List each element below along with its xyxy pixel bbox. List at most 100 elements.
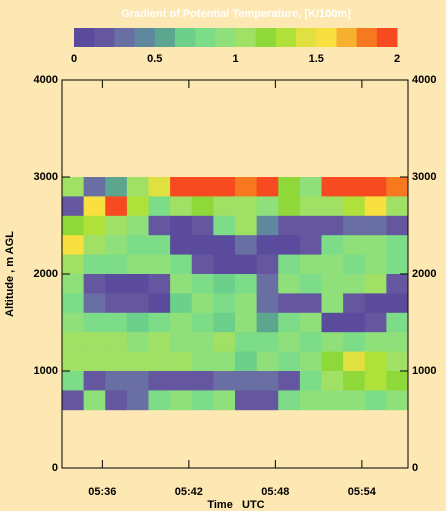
heatmap-cell [213, 235, 236, 255]
heatmap-cell [256, 215, 279, 236]
heatmap-cell [364, 274, 387, 294]
heatmap-cell [105, 332, 128, 352]
heatmap-cell [213, 293, 236, 314]
colorbar-swatch [215, 28, 236, 47]
heatmap-cell [256, 254, 279, 275]
heatmap-cell [386, 196, 409, 217]
heatmap-cell [235, 371, 258, 391]
y-tick-label: 1000 [34, 365, 58, 377]
heatmap-cell [170, 254, 193, 275]
heatmap-cell [299, 390, 322, 411]
heatmap-cell [83, 215, 106, 236]
heatmap-cell [170, 293, 193, 314]
x-tick-label: 05:36 [88, 486, 116, 498]
heatmap-cell [299, 332, 322, 352]
colorbar-swatch [74, 28, 95, 47]
colorbar-swatch [376, 28, 398, 47]
heatmap-cell [321, 196, 344, 217]
heatmap-cell [278, 332, 301, 352]
heatmap-cell [213, 371, 236, 391]
heatmap-cell [148, 196, 171, 217]
heatmap-cell [62, 371, 85, 391]
heatmap-cell [105, 215, 128, 236]
heatmap-cell [83, 235, 106, 255]
heatmap-cell [148, 293, 171, 314]
heatmap-cell [364, 332, 387, 352]
colorbar-tick-label: 1 [232, 53, 238, 65]
chart-title: Gradient of Potential Temperature, [K/10… [121, 8, 351, 20]
heatmap-cell [105, 390, 128, 411]
heatmap-cell [364, 293, 387, 314]
heatmap-cell [343, 390, 366, 411]
heatmap-cell [170, 351, 193, 372]
heatmap-cell [299, 215, 322, 236]
heatmap-cell [386, 254, 409, 275]
y-tick-label: 4000 [34, 74, 58, 86]
heatmap-cell [343, 351, 366, 372]
colorbar-swatch [235, 28, 257, 47]
heatmap-cell [213, 177, 236, 197]
heatmap-cell [83, 177, 106, 197]
colorbar-swatch [275, 28, 297, 47]
x-tick-label: 05:54 [348, 486, 377, 498]
heatmap-cell [386, 235, 409, 255]
heatmap-cell [364, 235, 387, 255]
heatmap-cell [213, 351, 236, 372]
heatmap-cell [191, 332, 214, 352]
heatmap-cell [364, 312, 387, 333]
heatmap-cell [343, 293, 366, 314]
heatmap-cell [386, 390, 409, 411]
heatmap-cell [62, 196, 85, 217]
heatmap-cell [321, 332, 344, 352]
heatmap-cell [191, 235, 214, 255]
heatmap-cell [364, 351, 387, 372]
colorbar-swatch [195, 28, 216, 47]
heatmap-cell [278, 274, 301, 294]
heatmap-cell [278, 312, 301, 333]
y-tick-label-right: 1000 [412, 365, 436, 377]
heatmap-cell [170, 390, 193, 411]
heatmap-cell [170, 177, 193, 197]
heatmap-cell [235, 351, 258, 372]
heatmap-cell [321, 177, 344, 197]
heatmap-cell [126, 254, 149, 275]
heatmap-cell [235, 390, 258, 411]
heatmap-cell [364, 390, 387, 411]
heatmap-cell [343, 371, 366, 391]
heatmap-cell [235, 332, 258, 352]
x-axis-label: Time UTC [207, 499, 264, 511]
heatmap-cell [278, 235, 301, 255]
heatmap-cell [364, 371, 387, 391]
heatmap-cell [191, 274, 214, 294]
colorbar-swatch [154, 28, 176, 47]
heatmap-cell [126, 235, 149, 255]
heatmap-cell [299, 371, 322, 391]
colorbar-swatch [296, 28, 317, 47]
heatmap-cell [299, 177, 322, 197]
heatmap-cell [299, 274, 322, 294]
heatmap-cell [256, 177, 279, 197]
heatmap-cell [126, 351, 149, 372]
heatmap-cell [386, 177, 409, 197]
heatmap-cell [191, 371, 214, 391]
heatmap-cell [213, 312, 236, 333]
heatmap-cell [278, 390, 301, 411]
heatmap-cell [83, 312, 106, 333]
heatmap-cell [148, 177, 171, 197]
heatmap-cell [105, 274, 128, 294]
heatmap-cell [386, 215, 409, 236]
heatmap-cell [148, 332, 171, 352]
heatmap-cell [170, 235, 193, 255]
heatmap-cell [213, 196, 236, 217]
heatmap-cell [83, 332, 106, 352]
heatmap-cell [278, 351, 301, 372]
y-tick-label: 3000 [34, 171, 58, 183]
heatmap-cell [62, 274, 85, 294]
y-tick-label-right: 3000 [412, 171, 436, 183]
heatmap-cell [83, 351, 106, 372]
heatmap-cell [62, 312, 85, 333]
heatmap-cell [126, 177, 149, 197]
heatmap-cell [278, 254, 301, 275]
heatmap-cell [235, 293, 258, 314]
